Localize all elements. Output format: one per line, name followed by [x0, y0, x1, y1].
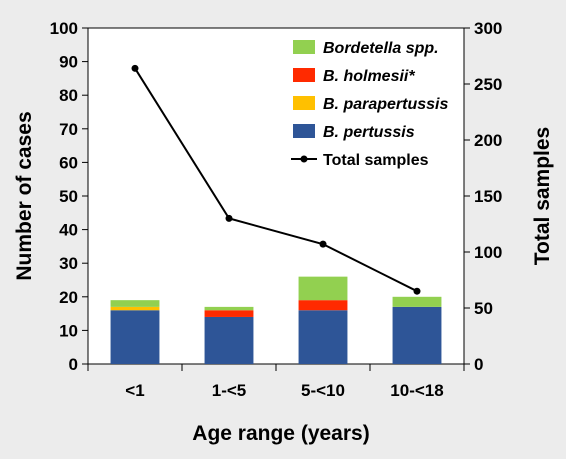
bar-segment-s2-c2: [298, 300, 348, 311]
legend: Bordetella spp. B. holmesii* B. parapertus…: [291, 40, 448, 169]
legend-swatch: [293, 96, 315, 110]
legend-label: Bordetella spp.: [323, 40, 439, 57]
y-tick-label: 60: [59, 153, 78, 172]
y-tick-label: 0: [69, 355, 78, 374]
legend-label: B. parapertussis: [323, 96, 448, 113]
x-tick-label: 10-<18: [390, 381, 443, 400]
y-tick-label: 30: [59, 254, 78, 273]
bar-segment-s3-c0: [110, 300, 160, 307]
legend-swatch: [293, 68, 315, 82]
bar-segment-s0-c1: [204, 316, 254, 364]
bar-segment-s3-c2: [298, 276, 348, 301]
x-tick-label: <1: [125, 381, 144, 400]
y-axis-title: Number of cases: [13, 111, 36, 280]
y2-axis-title: Total samples: [531, 127, 554, 266]
y-tick-label: 70: [59, 120, 78, 139]
y-tick-label: 40: [59, 221, 78, 240]
total-samples-point: [225, 214, 233, 222]
legend-swatch: [293, 40, 315, 54]
y-tick-label: 20: [59, 288, 78, 307]
total-samples-line: [134, 67, 418, 293]
bar-segment-s1-c0: [110, 306, 160, 311]
y2-tick-label: 300: [474, 19, 502, 38]
total-samples-point: [319, 240, 327, 248]
total-samples-point: [131, 64, 139, 72]
total-samples-point: [413, 287, 421, 295]
legend-label: Total samples: [323, 152, 429, 169]
legend-line-marker: [300, 155, 308, 163]
y2-tick-label: 50: [474, 299, 493, 318]
bar-segment-s0-c3: [392, 306, 442, 364]
x-axis-title: Age range (years): [192, 422, 369, 445]
bar-segment-s0-c0: [110, 310, 160, 364]
legend-label: B. pertussis: [323, 124, 415, 141]
y-tick-label: 100: [50, 19, 78, 38]
y2-tick-label: 150: [474, 187, 502, 206]
y-tick-label: 90: [59, 53, 78, 72]
y-tick-label: 50: [59, 187, 78, 206]
legend-swatch: [293, 124, 315, 138]
y-tick-label: 80: [59, 86, 78, 105]
y2-tick-label: 250: [474, 75, 502, 94]
bar-segment-s0-c2: [298, 310, 348, 364]
bar-segment-s3-c3: [392, 296, 442, 307]
y2-tick-label: 200: [474, 131, 502, 150]
bar-segment-s3-c1: [204, 306, 254, 311]
x-tick-label: 1-<5: [212, 381, 247, 400]
y2-tick-label: 0: [474, 355, 483, 374]
bar-segment-s2-c1: [204, 310, 254, 317]
y2-tick-label: 100: [474, 243, 502, 262]
x-tick-label: 5-<10: [301, 381, 345, 400]
legend-label: B. holmesii*: [323, 68, 415, 85]
y-tick-label: 10: [59, 321, 78, 340]
